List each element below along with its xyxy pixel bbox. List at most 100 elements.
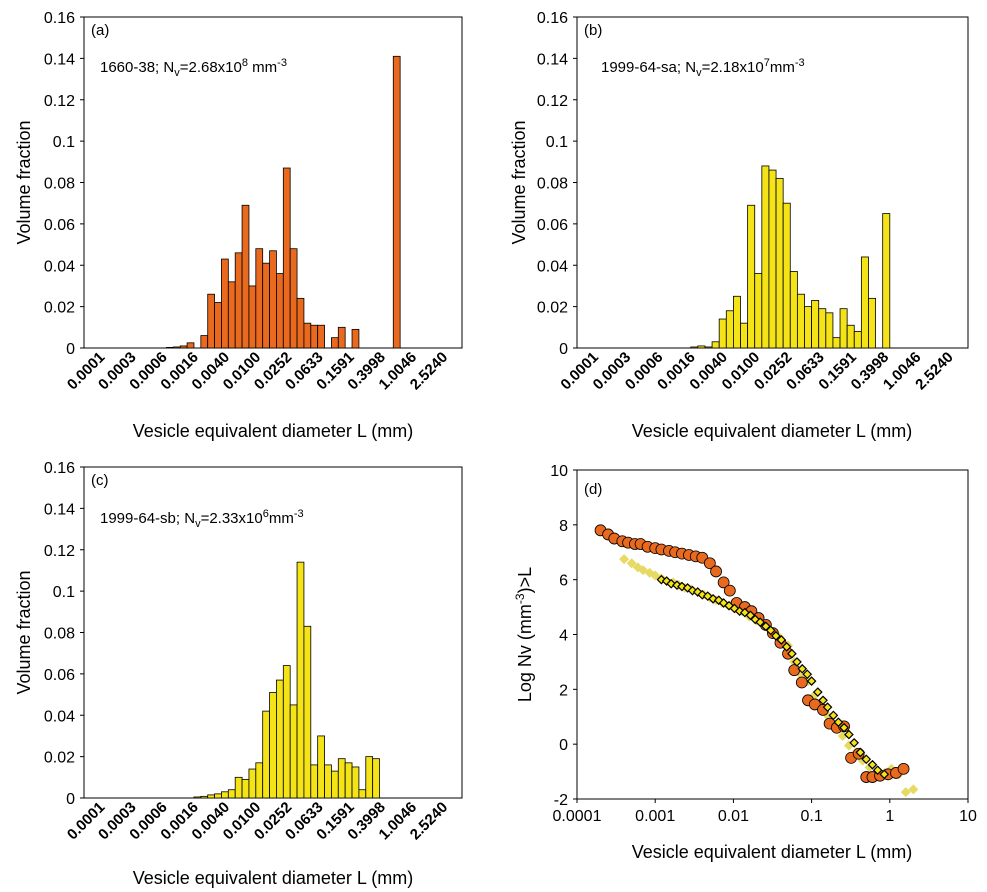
x-axis-label: Vesicle equivalent diameter L (mm) — [632, 842, 912, 862]
data-point — [861, 754, 872, 765]
y-tick-label: 0.06 — [537, 217, 568, 234]
y-tick-label: 0.14 — [44, 501, 75, 518]
bar — [740, 322, 749, 349]
bar — [296, 297, 305, 349]
bar — [733, 295, 741, 349]
y-tick-label: -2 — [554, 792, 568, 809]
bar — [372, 758, 380, 799]
data-point — [703, 557, 716, 570]
y-axis-label: Volume fraction — [14, 570, 34, 694]
bar — [392, 55, 401, 349]
panel-b: 00.020.040.060.080.10.120.140.160.00010.… — [509, 10, 969, 441]
y-tick-label: 0.1 — [53, 584, 75, 601]
y-tick-label: 0.04 — [44, 258, 75, 275]
bar — [331, 770, 339, 799]
bar — [337, 326, 346, 349]
bar — [754, 273, 763, 349]
y-tick-label: 0.08 — [537, 176, 568, 193]
panel-label: (b) — [584, 22, 602, 39]
data-point — [867, 759, 878, 770]
bar — [351, 766, 360, 799]
bar — [166, 346, 174, 349]
bar — [846, 324, 855, 349]
y-axis-label: Volume fraction — [509, 120, 529, 244]
y-tick-label: 0.16 — [44, 10, 75, 27]
data-point — [765, 625, 776, 636]
bar — [358, 789, 367, 799]
bar — [255, 248, 264, 349]
bar — [711, 341, 720, 349]
data-point — [734, 606, 745, 617]
data-point — [795, 676, 808, 689]
data-point — [724, 600, 734, 611]
panel-label: (d) — [584, 481, 602, 498]
y-tick-label: 0.12 — [537, 93, 568, 110]
bar — [289, 704, 298, 799]
bar — [296, 561, 305, 799]
bar — [725, 310, 734, 349]
panel-label: (a) — [91, 22, 109, 39]
y-axis-label: Log Nv (mm-3)>L — [513, 567, 535, 702]
data-point — [739, 607, 750, 618]
data-point — [833, 717, 844, 728]
bar — [317, 735, 325, 799]
bar — [214, 302, 222, 349]
y-tick-label: 0 — [66, 791, 75, 808]
data-point — [682, 583, 693, 593]
bar — [193, 796, 202, 799]
data-point — [723, 584, 736, 597]
y-tick-label: 0.02 — [537, 300, 568, 317]
bar — [269, 250, 277, 349]
bar — [317, 324, 325, 349]
panel-label: (c) — [91, 472, 109, 489]
bar — [365, 756, 374, 799]
bar — [331, 337, 339, 349]
bar — [214, 793, 222, 799]
data-point — [776, 635, 787, 645]
x-axis-label: Vesicle equivalent diameter L (mm) — [632, 421, 912, 441]
bar — [276, 679, 284, 799]
bar — [811, 300, 820, 349]
bar — [747, 204, 756, 349]
x-tick-label: 10 — [959, 808, 977, 825]
data-point — [702, 591, 713, 601]
bar — [853, 331, 862, 349]
data-point — [619, 554, 630, 565]
bar — [262, 262, 270, 349]
data-point — [788, 664, 801, 677]
y-tick-label: 0 — [66, 341, 75, 358]
data-point — [839, 722, 849, 733]
x-tick-label: 0.01 — [718, 808, 749, 825]
y-tick-label: 6 — [559, 573, 568, 590]
panel-d: -2 0 2 4 6 8 10 0.0001 0.001 0.01 0.1 1 10 Vesicle eq… — [513, 463, 977, 862]
bar — [761, 165, 770, 349]
y-tick-label: 0.12 — [44, 93, 75, 110]
bar — [310, 764, 319, 799]
bar — [697, 345, 706, 349]
bar — [248, 285, 257, 349]
bar — [200, 335, 209, 349]
data-point — [697, 589, 708, 600]
bar — [789, 271, 798, 349]
bar — [241, 204, 250, 349]
bar — [248, 768, 257, 799]
bar — [832, 337, 841, 349]
bar — [818, 308, 827, 349]
data-point — [808, 698, 821, 711]
bar — [882, 213, 891, 349]
bar — [775, 177, 784, 349]
bar — [804, 306, 812, 349]
bar — [310, 324, 319, 349]
data-point — [787, 648, 797, 659]
y-tick-label: 0.08 — [44, 176, 75, 193]
bar — [255, 762, 264, 799]
y-tick-label: 4 — [559, 628, 568, 645]
bar — [303, 625, 312, 799]
bar — [227, 789, 236, 799]
data-point — [761, 621, 771, 632]
y-tick-label: 0.02 — [44, 750, 75, 767]
data-point — [792, 657, 802, 667]
bar — [221, 258, 229, 349]
data-point — [844, 729, 854, 740]
bar — [718, 318, 727, 349]
